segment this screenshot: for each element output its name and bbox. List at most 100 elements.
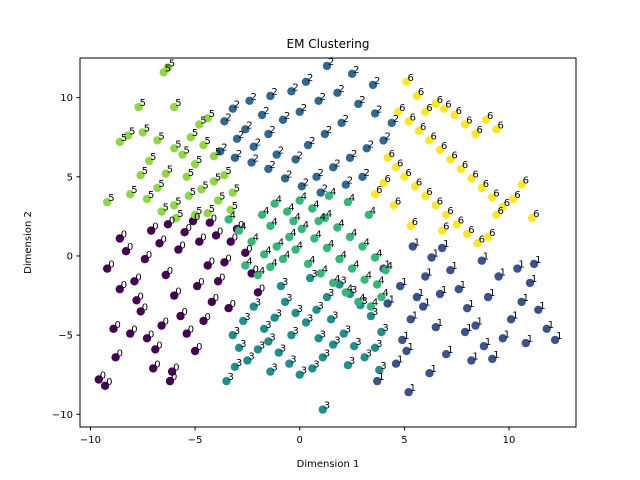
cluster-3-point-label: 3: [228, 372, 234, 383]
cluster-6-point-label: 6: [533, 209, 539, 220]
cluster-2-point: [379, 136, 388, 145]
cluster-5-point: [178, 150, 187, 159]
cluster-4-point: [266, 221, 275, 231]
cluster-4-point: [303, 259, 313, 269]
cluster-2-point-label: 2: [385, 131, 391, 142]
cluster-1-point: [404, 388, 413, 397]
cluster-6-point: [412, 91, 422, 101]
cluster-6-point: [393, 107, 403, 117]
cluster-1-point-label: 1: [424, 298, 430, 309]
x-tick-label: −5: [188, 435, 203, 446]
cluster-6-point: [431, 201, 440, 210]
cluster-1-point: [406, 315, 415, 324]
cluster-2-point: [228, 104, 237, 113]
cluster-1-point: [442, 350, 451, 359]
cluster-2-point: [278, 115, 288, 125]
cluster-4-point: [270, 199, 279, 208]
cluster-1-point-label: 1: [493, 350, 499, 361]
cluster-5-point-label: 5: [205, 136, 211, 147]
cluster-0-point-label: 0: [108, 260, 114, 271]
cluster-2-point: [358, 172, 367, 181]
cluster-0-point-label: 0: [117, 348, 123, 359]
cluster-5-point-label: 5: [177, 209, 183, 220]
points-layer: [94, 61, 560, 414]
cluster-6-point-label: 6: [479, 234, 485, 245]
cluster-1-point: [391, 359, 401, 368]
cluster-0-point-label: 0: [163, 317, 169, 328]
cluster-2-point-label: 2: [328, 57, 334, 68]
cluster-6-point: [383, 153, 392, 162]
cluster-1-point-label: 1: [426, 268, 432, 279]
cluster-6-point: [442, 210, 451, 219]
cluster-3-point-label: 3: [380, 361, 386, 372]
cluster-2-point-label: 2: [338, 84, 344, 95]
cluster-0-point-label: 0: [127, 242, 133, 253]
cluster-2-point: [232, 134, 242, 143]
cluster-0-point-label: 0: [115, 320, 121, 331]
cluster-0-point: [130, 277, 139, 286]
cluster-2-point: [320, 129, 330, 139]
cluster-4-point: [335, 254, 344, 264]
cluster-2-point-label: 2: [359, 95, 365, 106]
cluster-4-point: [324, 191, 334, 200]
cluster-0-point-label: 0: [259, 283, 265, 294]
cluster-1-point-label: 1: [401, 277, 407, 288]
cluster-4-point: [285, 232, 294, 242]
cluster-4-point-label: 4: [263, 206, 269, 217]
cluster-1-point: [435, 289, 445, 299]
cluster-1-point-label: 1: [472, 352, 478, 363]
cluster-0-point: [224, 304, 233, 313]
cluster-4-point: [322, 243, 332, 253]
cluster-3-point: [366, 311, 376, 321]
cluster-5-point: [161, 169, 170, 178]
cluster-1-point: [521, 338, 530, 348]
cluster-6-point: [463, 229, 472, 238]
cluster-2-point: [287, 87, 296, 96]
cluster-6-point: [456, 164, 466, 174]
cluster-1-point-label: 1: [548, 320, 554, 331]
cluster-1-point: [542, 324, 551, 333]
cluster-1-point: [463, 304, 472, 313]
cluster-3-point-label: 3: [324, 348, 330, 359]
cluster-1-point: [498, 334, 507, 343]
cluster-1-point-label: 1: [447, 345, 453, 356]
cluster-3-point: [370, 343, 380, 352]
cluster-6-point-label: 6: [498, 120, 504, 131]
cluster-4-point-label: 4: [313, 200, 319, 211]
cluster-2-point: [247, 158, 256, 167]
cluster-2-point-label: 2: [374, 76, 380, 87]
y-tick-label: −10: [52, 410, 73, 421]
cluster-4-point: [329, 278, 338, 288]
cluster-3-point: [239, 316, 248, 326]
cluster-3-point: [360, 353, 369, 362]
cluster-0-point: [115, 285, 125, 294]
cluster-5-point-label: 5: [150, 152, 156, 163]
cluster-3-point-label: 3: [259, 340, 265, 351]
cluster-6-point: [483, 232, 493, 242]
cluster-2-point-label: 2: [376, 104, 382, 115]
cluster-3-point: [375, 365, 384, 375]
cluster-0-point-label: 0: [121, 230, 127, 241]
cluster-2-point: [354, 99, 363, 109]
cluster-0-point: [111, 353, 120, 362]
cluster-6-point: [473, 239, 482, 248]
cluster-6-point: [440, 104, 449, 113]
cluster-0-point-label: 0: [230, 299, 236, 310]
cluster-1-point: [517, 297, 526, 307]
chart-title: EM Clustering: [287, 37, 370, 51]
cluster-5-point: [115, 137, 125, 147]
cluster-3-point-label: 3: [320, 329, 326, 340]
cluster-0-point: [121, 247, 131, 256]
cluster-3-point-label: 3: [345, 325, 351, 336]
cluster-3-point: [243, 356, 252, 365]
cluster-1-point: [398, 335, 407, 345]
cluster-3-point-label: 3: [236, 358, 242, 369]
cluster-2-point: [241, 125, 250, 134]
cluster-5-point-label: 5: [209, 204, 215, 215]
cluster-4-point-label: 4: [297, 241, 303, 252]
cluster-4-point-label: 4: [370, 206, 376, 217]
cluster-0-point: [165, 376, 175, 386]
cluster-1-point-label: 1: [518, 260, 524, 271]
